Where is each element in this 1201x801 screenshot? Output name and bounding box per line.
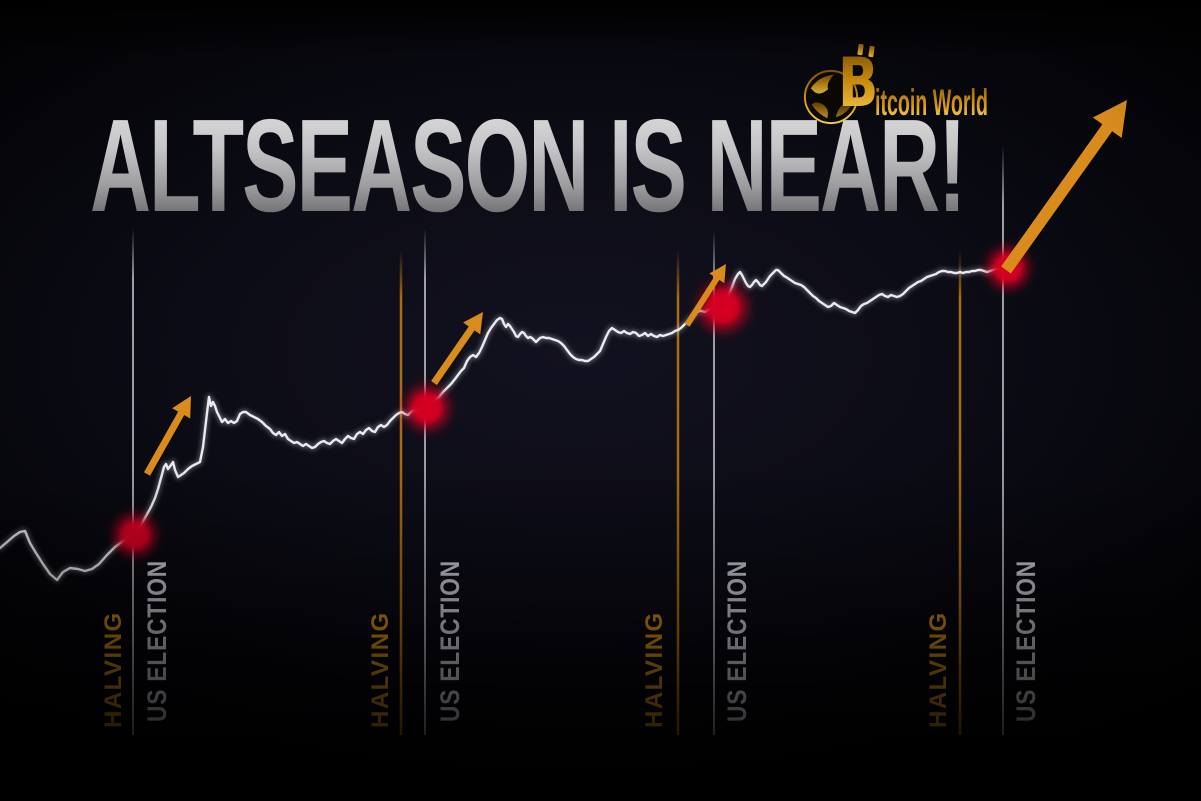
us-election-label: US ELECTION <box>1011 560 1041 722</box>
up-arrow-shaft <box>1001 121 1114 274</box>
brand-name: itcoin World <box>875 82 988 123</box>
halving-label: HALVING <box>925 611 952 728</box>
cycle-dot <box>707 291 739 323</box>
bitcoin-b-icon: B <box>838 44 879 123</box>
up-arrow-shaft <box>431 324 477 385</box>
cycle-dot <box>412 393 442 423</box>
brand-logo: B itcoin World <box>802 43 1022 138</box>
us-election-label: US ELECTION <box>142 560 172 722</box>
us-election-label: US ELECTION <box>722 560 752 722</box>
us-election-label: US ELECTION <box>435 560 465 722</box>
halving-label: HALVING <box>367 611 394 728</box>
cycle-dot <box>121 521 149 549</box>
halving-label: HALVING <box>100 611 127 728</box>
halving-label: HALVING <box>641 611 668 728</box>
